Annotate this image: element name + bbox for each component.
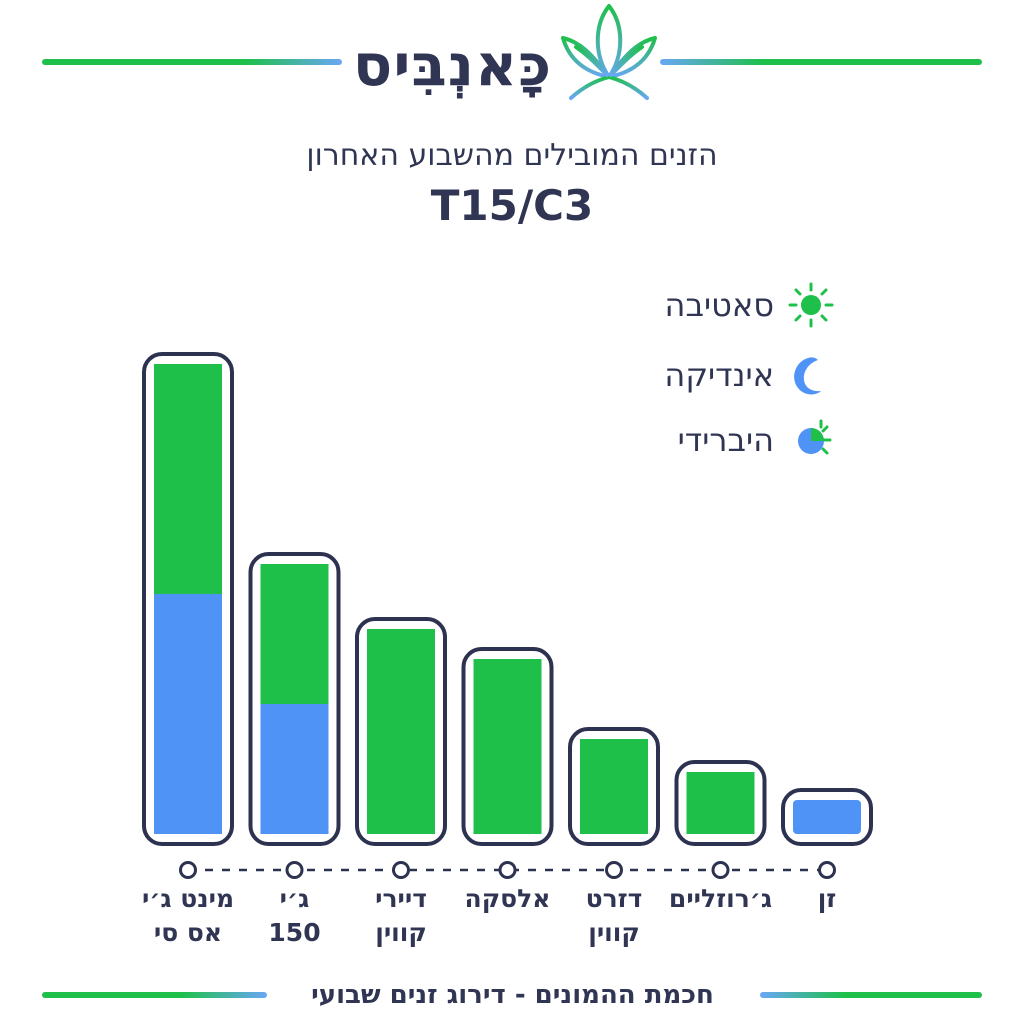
category-marker: [818, 861, 836, 879]
bar-segment-sativa: [260, 564, 329, 704]
legend-label-sativa: סאטיבה: [664, 286, 774, 324]
legend-item-hybrid: היברידי: [678, 410, 834, 470]
bar-segment-sativa: [473, 659, 542, 834]
bar-segment-sativa: [154, 364, 222, 594]
category-label: מינט ג׳י: [142, 884, 234, 913]
bar-segment-indica: [260, 704, 329, 834]
bar-segment-indica: [793, 800, 861, 834]
category-label: ג׳י: [280, 884, 310, 913]
header-left-divider: [42, 59, 342, 65]
legend-label-indica: אינדיקה: [664, 356, 774, 394]
bar-segment-sativa: [367, 629, 435, 834]
footer-right-divider: [760, 992, 982, 998]
category-label: אלסקה: [465, 884, 551, 913]
category-label: ג׳רוזליים: [669, 884, 772, 913]
bar-segment-indica: [154, 594, 222, 834]
cannabis-leaf-logo: [561, 4, 657, 110]
footer-left-divider: [42, 992, 267, 998]
category-marker: [605, 861, 623, 879]
hybrid-sun-moon-icon: [798, 419, 832, 455]
category-label: זן: [818, 884, 837, 913]
legend-item-indica: אינדיקה: [664, 345, 834, 405]
category-marker: [392, 861, 410, 879]
category-marker: [498, 861, 517, 879]
category-marker: [285, 861, 304, 879]
chart-subtitle: הזנים המובילים מהשבוע האחרון: [306, 138, 718, 173]
category-label: דיירי: [375, 884, 427, 913]
footer-caption: חכמת ההמונים - דירוג זנים שבועי: [311, 980, 714, 1010]
category-label: קווין: [588, 918, 640, 947]
chart-title: T15/C3: [430, 181, 594, 230]
header-right-divider: [660, 59, 982, 65]
category-marker: [711, 861, 730, 879]
category-label: 150: [268, 918, 320, 947]
bar-segment-sativa: [580, 739, 648, 834]
moon-icon: [794, 357, 821, 395]
sun-icon: [788, 282, 834, 328]
legend-label-hybrid: היברידי: [677, 421, 774, 459]
category-marker: [179, 861, 197, 879]
category-label: דזרט: [586, 884, 643, 913]
bar-segment-sativa: [686, 772, 755, 834]
category-label: קווין: [375, 918, 427, 947]
brand-name: כָּאנְבִּיס: [352, 31, 553, 99]
category-label: אס סי: [154, 918, 222, 947]
legend-item-sativa: סאטיבה: [665, 275, 834, 335]
